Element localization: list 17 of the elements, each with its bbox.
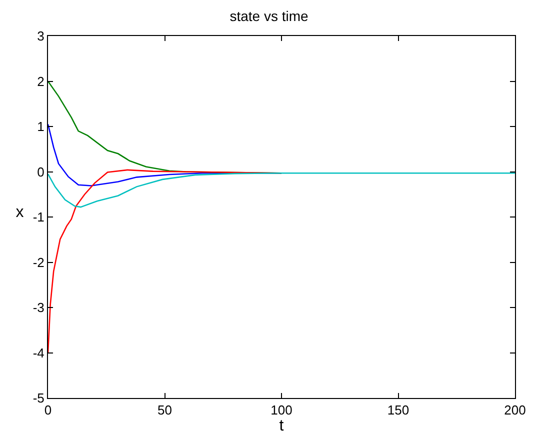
chart-title: state vs time bbox=[230, 8, 308, 24]
y-tick-label: -5 bbox=[32, 390, 44, 406]
y-tick-label: -4 bbox=[32, 345, 44, 360]
y-tick-label: -1 bbox=[32, 210, 44, 225]
line-series bbox=[48, 172, 515, 208]
y-tick-label: 3 bbox=[37, 28, 44, 44]
x-tick-label: 50 bbox=[158, 402, 172, 418]
x-axis-title: t bbox=[279, 418, 284, 435]
y-axis-title: x bbox=[16, 204, 24, 221]
x-tick-label: 200 bbox=[504, 402, 526, 418]
y-tick-label: -3 bbox=[32, 300, 44, 316]
y-tick-label: 2 bbox=[37, 74, 44, 89]
x-tick-label: 150 bbox=[387, 402, 410, 418]
y-tick-label: 0 bbox=[37, 164, 44, 180]
y-tick-label: -2 bbox=[32, 254, 44, 270]
x-tick-label: 100 bbox=[270, 402, 292, 418]
y-tick-label: 1 bbox=[37, 119, 44, 134]
